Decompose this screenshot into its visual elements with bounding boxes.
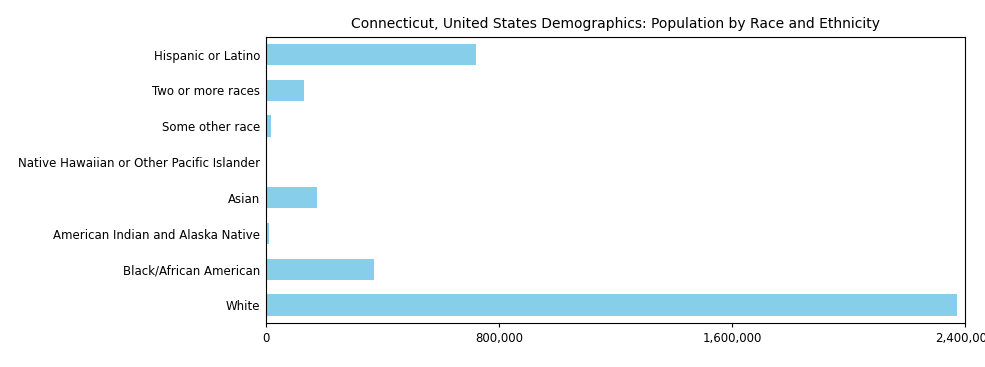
Bar (266, 187, 317, 208)
Bar (266, 223, 269, 244)
Bar (266, 294, 956, 316)
Bar (266, 80, 303, 101)
Bar (266, 151, 267, 173)
Bar (266, 44, 476, 65)
Bar (266, 258, 373, 280)
Bar (266, 115, 271, 137)
Title: Connecticut, United States Demographics: Population by Race and Ethnicity: Connecticut, United States Demographics:… (351, 17, 881, 31)
